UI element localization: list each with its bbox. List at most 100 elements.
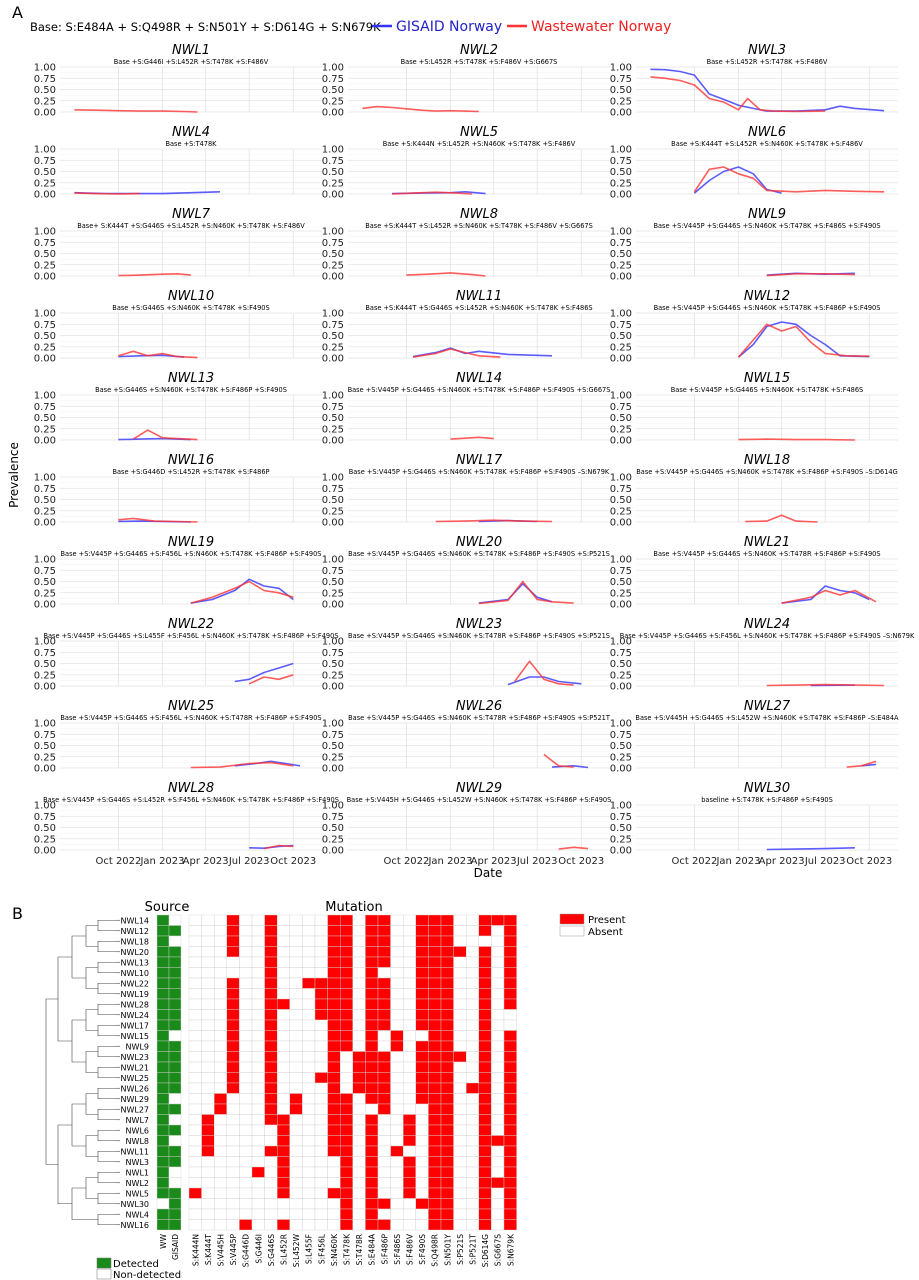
mutation-cell — [503, 1135, 517, 1147]
mutation-cell — [491, 1124, 505, 1136]
mutation-cell — [289, 935, 303, 947]
mutation-cell — [302, 1135, 316, 1147]
dendrogram-branch — [85, 1009, 98, 1031]
mutation-cell — [251, 998, 265, 1010]
mutation-cell — [390, 925, 404, 937]
mutation-cell — [491, 1114, 505, 1126]
y-tick-label: 1.00 — [34, 391, 56, 402]
mutation-cell — [226, 1019, 240, 1031]
y-tick-label: 0.75 — [34, 812, 56, 823]
mutation-cell — [264, 1156, 278, 1168]
mutation-cell — [302, 1177, 316, 1189]
y-tick-label: 1.00 — [34, 227, 56, 238]
mutation-cell — [251, 946, 265, 958]
mutation-cell — [365, 925, 379, 937]
mutation-cell — [277, 1072, 291, 1084]
source-cell — [168, 1114, 182, 1126]
source-cell — [156, 998, 170, 1010]
mutation-cell — [277, 956, 291, 968]
series-line-wastewater — [450, 436, 494, 440]
mutation-cell — [365, 1198, 379, 1210]
mutation-cell — [466, 925, 480, 937]
dendrogram-branch — [97, 1171, 116, 1184]
x-tick-label: Jan 2023 — [427, 856, 472, 867]
mutation-cell — [352, 1219, 366, 1231]
y-tick-label: 0.75 — [34, 648, 56, 659]
mutation-cell — [239, 946, 253, 958]
mutation-column-label: S:F486P — [380, 1234, 389, 1265]
mutation-cell — [403, 1166, 417, 1178]
mutation-cell — [478, 1030, 492, 1042]
series-line-gisaid — [650, 68, 885, 112]
x-tick-label: Oct 2022 — [671, 856, 717, 867]
x-tick-label: Oct 2023 — [846, 856, 892, 867]
source-cell — [156, 1166, 170, 1178]
mutation-cell — [440, 1124, 454, 1136]
mutation-cell — [251, 1009, 265, 1021]
mutation-cell — [403, 977, 417, 989]
mutation-cell — [440, 967, 454, 979]
y-tick-label: 0.00 — [610, 190, 632, 201]
mutation-cell — [377, 998, 391, 1010]
mutation-cell — [239, 1082, 253, 1094]
source-cell — [168, 967, 182, 979]
facet-subtitle: Base +S:G446S +S:N460K +S:T478K +S:F486P… — [95, 386, 287, 394]
row-label: NWL30 — [120, 1200, 149, 1209]
mutation-cell — [277, 1093, 291, 1105]
mutation-cell — [251, 1177, 265, 1189]
y-tick-label: 0.75 — [34, 156, 56, 167]
mutation-cell — [428, 1072, 442, 1084]
mutation-cell — [327, 1208, 341, 1220]
mutation-cell — [403, 1145, 417, 1157]
mutation-cell — [440, 1177, 454, 1189]
mutation-cell — [340, 1103, 354, 1115]
mutation-cell — [503, 1208, 517, 1220]
mutation-cell — [478, 1019, 492, 1031]
mutation-cell — [415, 1019, 429, 1031]
y-tick-label: 1.00 — [34, 555, 56, 566]
facet-subtitle: Base +S:V445P +S:G446S +S:F456L +S:N460K… — [60, 714, 321, 722]
y-tick-label: 1.00 — [34, 63, 56, 74]
mutation-cell — [251, 967, 265, 979]
mutation-cell — [302, 988, 316, 1000]
mutation-cell — [415, 1198, 429, 1210]
mutation-cell — [251, 1093, 265, 1105]
x-tick-label: Jul 2023 — [516, 856, 558, 867]
mutation-cell — [327, 1219, 341, 1231]
mutation-cell — [365, 1219, 379, 1231]
mutation-cell — [289, 1093, 303, 1105]
mutation-cell — [251, 1166, 265, 1178]
mutation-column-label: S:K444T — [204, 1234, 213, 1266]
mutation-cell — [264, 998, 278, 1010]
mutation-cell — [466, 1093, 480, 1105]
dendrogram-branch — [71, 1019, 86, 1063]
y-tick-label: 1.00 — [34, 473, 56, 484]
mutation-cell — [302, 1198, 316, 1210]
mutation-cell — [390, 935, 404, 947]
mutation-cell — [264, 967, 278, 979]
mutation-cell — [503, 1082, 517, 1094]
legend-label-wastewater: Wastewater Norway — [531, 19, 671, 35]
y-tick-label: 0.00 — [322, 272, 344, 283]
mutation-cell — [466, 977, 480, 989]
dendrogram-branch — [97, 1129, 116, 1142]
y-tick-label: 0.25 — [34, 342, 56, 353]
mutation-cell — [478, 1124, 492, 1136]
mutation-cell — [466, 914, 480, 926]
mutation-cell — [277, 998, 291, 1010]
mutation-cell — [478, 1040, 492, 1052]
y-tick-label: 1.00 — [610, 801, 632, 812]
mutation-cell — [415, 1030, 429, 1042]
panel-a-label: A — [12, 3, 23, 22]
mutation-cell — [302, 1187, 316, 1199]
facet-subtitle: Base+ S:K444T +S:G446S +S:L452R +S:N460K… — [77, 222, 305, 230]
source-cell — [156, 1030, 170, 1042]
dendrogram-branch — [97, 1213, 116, 1226]
dendrogram-branch — [97, 1150, 116, 1163]
mutation-cell — [365, 1061, 379, 1073]
mutation-cell — [314, 914, 328, 926]
mutation-cell — [239, 967, 253, 979]
